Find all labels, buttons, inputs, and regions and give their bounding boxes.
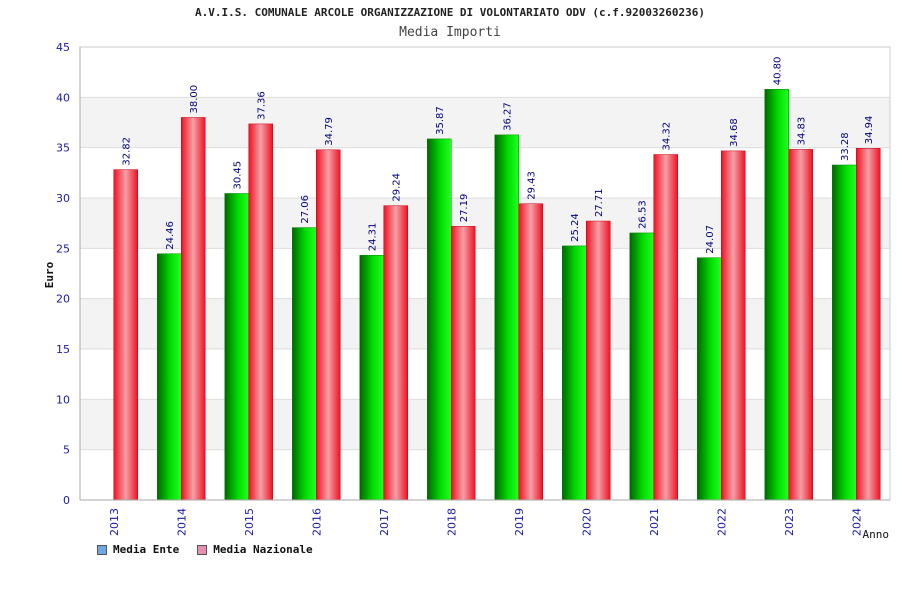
plot-background	[80, 47, 890, 500]
bar-media-nazionale	[451, 226, 476, 501]
x-tick-label: 2018	[445, 508, 458, 536]
plot-band	[80, 399, 890, 450]
x-tick-label: 2014	[175, 508, 188, 536]
data-label: 27.06	[300, 195, 311, 224]
bar-media-ente	[359, 255, 384, 501]
data-label: 40.80	[773, 57, 784, 86]
x-tick-label: 2013	[108, 508, 121, 536]
x-axis: 2013 2014 2015 2016 2017 2018 2019 2020 2021 2022…	[80, 499, 890, 536]
data-label: 26.53	[638, 200, 649, 229]
legend-item-nazionale: Media Nazionale	[197, 543, 313, 556]
bar-media-ente	[292, 227, 317, 501]
y-tick-label: 40	[56, 91, 70, 104]
data-label: 24.31	[368, 223, 379, 252]
data-label: 34.94	[864, 116, 875, 145]
data-label: 38.00	[189, 85, 200, 114]
y-tick-label: 45	[56, 41, 70, 54]
x-tick-label: 2017	[378, 508, 391, 536]
y-tick-label: 25	[56, 242, 70, 255]
plot-band	[80, 449, 890, 500]
bar-media-nazionale	[721, 150, 746, 501]
bar-media-nazionale	[586, 220, 611, 501]
data-label: 30.45	[233, 161, 244, 190]
data-label: 25.24	[570, 213, 581, 242]
plot-band	[80, 97, 890, 148]
y-axis-label: Euro	[43, 261, 56, 288]
plot-band	[80, 147, 890, 198]
bar-media-ente	[764, 89, 789, 501]
bar-media-nazionale	[383, 205, 408, 501]
data-label: 36.27	[503, 102, 514, 131]
data-label: 34.32	[662, 122, 673, 151]
data-label: 24.46	[165, 221, 176, 250]
plot-band	[80, 248, 890, 299]
x-tick-label: 2019	[513, 508, 526, 536]
data-label: 34.68	[729, 118, 740, 147]
legend-swatch-ente	[97, 544, 107, 555]
y-tick-label: 0	[63, 494, 70, 507]
plot-band	[80, 198, 890, 249]
data-label: 34.83	[797, 117, 808, 146]
data-label: 32.82	[122, 137, 133, 166]
data-label: 29.43	[527, 171, 538, 200]
data-label: 24.07	[705, 225, 716, 254]
x-tick-label: 2024	[850, 508, 863, 536]
data-label: 27.71	[594, 188, 605, 217]
chart-subtitle: Media Importi	[399, 25, 501, 40]
bar-media-nazionale	[788, 149, 813, 501]
plot-band	[80, 47, 890, 98]
x-tick-label: 2021	[648, 508, 661, 536]
x-tick-label: 2016	[310, 508, 323, 536]
y-tick-label: 30	[56, 192, 70, 205]
data-label: 29.24	[392, 173, 403, 202]
y-axis: 0 5 10 15 20 25 30 35 40 45	[56, 41, 81, 507]
bar-media-nazionale	[653, 154, 678, 501]
legend-label-ente: Media Ente	[113, 543, 180, 556]
bar-media-ente	[494, 134, 519, 501]
bar-media-nazionale	[518, 203, 543, 501]
bar-media-nazionale	[856, 148, 881, 501]
bar-media-ente	[224, 193, 249, 501]
bar-media-ente	[832, 164, 857, 501]
x-tick-label: 2022	[715, 508, 728, 536]
bar-media-ente	[157, 253, 182, 501]
bar-media-nazionale	[248, 123, 273, 501]
bar-media-ente	[629, 232, 654, 501]
y-tick-label: 5	[63, 444, 70, 457]
bars-group	[113, 89, 881, 501]
x-axis-label: Anno	[863, 528, 890, 541]
data-label: 35.87	[435, 106, 446, 135]
plot-band	[80, 298, 890, 349]
y-tick-label: 15	[56, 343, 70, 356]
plot-band	[80, 349, 890, 400]
bar-media-nazionale	[113, 169, 138, 501]
legend-label-nazionale: Media Nazionale	[213, 543, 313, 556]
bar-media-ente	[562, 245, 587, 501]
data-labels-group: 32.82 24.46 38.00 30.45 37.36 27.06 34.79 24.31…	[122, 57, 876, 254]
legend: Media Ente Media Nazionale	[97, 543, 313, 556]
bar-media-ente	[697, 257, 722, 501]
y-tick-label: 20	[56, 293, 70, 306]
legend-item-ente: Media Ente	[97, 543, 179, 556]
data-label: 34.79	[324, 117, 335, 146]
bar-media-nazionale	[316, 149, 341, 501]
data-label: 27.19	[459, 194, 470, 223]
data-label: 33.28	[840, 132, 851, 161]
data-label: 37.36	[257, 91, 268, 120]
x-tick-label: 2020	[580, 508, 593, 536]
legend-swatch-nazionale	[197, 544, 208, 555]
y-tick-label: 10	[56, 393, 70, 406]
x-tick-label: 2015	[243, 508, 256, 536]
x-tick-label: 2023	[783, 508, 796, 536]
bar-media-nazionale	[181, 117, 206, 501]
bar-media-ente	[427, 138, 452, 501]
y-tick-label: 35	[56, 142, 70, 155]
chart-title: A.V.I.S. COMUNALE ARCOLE ORGANIZZAZIONE …	[195, 6, 705, 19]
